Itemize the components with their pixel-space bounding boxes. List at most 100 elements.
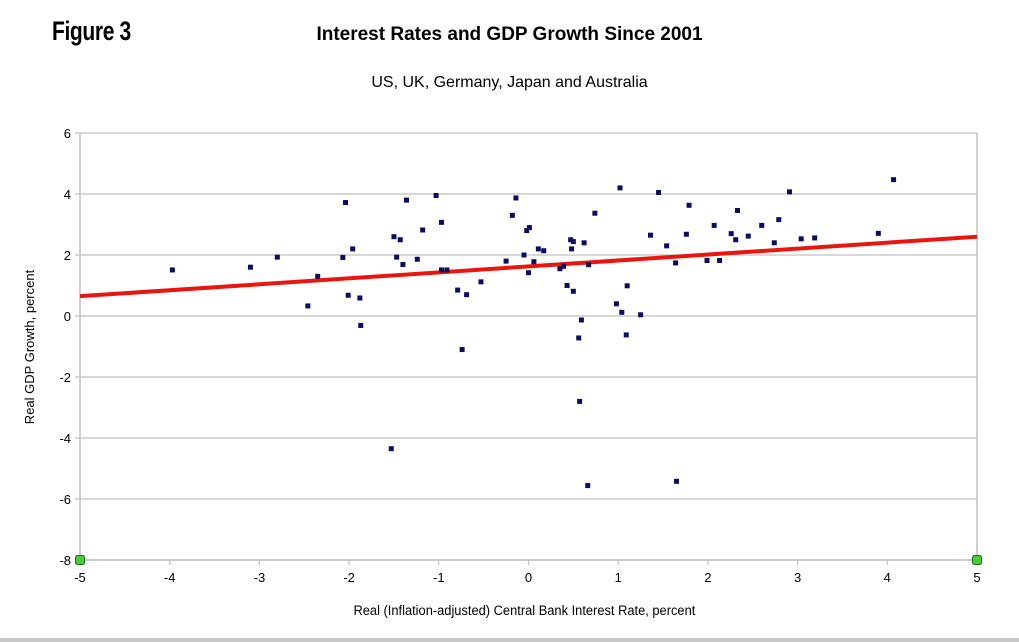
- data-point: [875, 230, 881, 236]
- data-point: [503, 258, 509, 264]
- data-point: [776, 217, 782, 223]
- x-tick-label: 5: [973, 570, 980, 585]
- x-tick-label: -1: [433, 570, 445, 585]
- data-point: [541, 248, 547, 254]
- grid-lines: [75, 132, 977, 561]
- data-point: [623, 332, 629, 338]
- data-point: [315, 273, 321, 279]
- data-point: [891, 177, 897, 183]
- data-point: [557, 266, 563, 272]
- figure-label: Figure 3: [52, 16, 131, 46]
- data-point: [526, 270, 531, 276]
- data-points: [169, 177, 897, 489]
- data-point: [513, 195, 519, 201]
- data-point: [358, 322, 364, 328]
- trendline-layer: [79, 234, 978, 299]
- data-point: [683, 231, 689, 237]
- data-point: [568, 237, 574, 243]
- x-tick-label: 0: [525, 570, 532, 585]
- data-point: [787, 189, 793, 195]
- data-point: [570, 288, 576, 294]
- data-point: [464, 292, 470, 298]
- data-point: [771, 240, 777, 246]
- data-point: [735, 207, 741, 213]
- data-point: [656, 189, 662, 195]
- data-point: [812, 235, 818, 241]
- data-point: [397, 237, 403, 243]
- data-point: [647, 232, 653, 238]
- x-tick-label: 2: [704, 570, 711, 585]
- data-point: [343, 200, 349, 206]
- data-point: [638, 312, 644, 318]
- data-point: [673, 260, 679, 266]
- trendline: [79, 234, 978, 299]
- data-point: [531, 259, 537, 265]
- data-point: [585, 483, 591, 489]
- data-point: [169, 267, 175, 273]
- data-point: [394, 254, 400, 260]
- data-point: [414, 256, 420, 262]
- x-tick-label: -3: [254, 570, 266, 585]
- data-point: [581, 240, 587, 246]
- data-point: [459, 347, 465, 353]
- y-tick-label: -4: [59, 431, 71, 446]
- data-point: [535, 246, 541, 252]
- data-point: [717, 257, 723, 263]
- data-point: [619, 309, 625, 315]
- data-point: [674, 478, 680, 484]
- data-point: [478, 279, 484, 285]
- data-point: [274, 254, 280, 260]
- tick-labels: -8 -6 -4 -2 0 2 4 6 -5 -4 -3 -2 -1 0 1 2 3 4 5: [59, 126, 980, 585]
- data-point: [350, 246, 356, 252]
- data-point: [521, 252, 527, 258]
- y-axis-label: Real GDP Growth, percent: [22, 269, 37, 424]
- x-tick-label: -4: [164, 570, 176, 585]
- data-point: [564, 283, 570, 288]
- y-tick-label: -6: [59, 492, 71, 507]
- data-point: [526, 225, 532, 231]
- data-point: [617, 185, 623, 191]
- data-point: [560, 263, 566, 269]
- x-axis-label: Real (Inflation-adjusted) Central Bank I…: [353, 603, 695, 619]
- data-point: [420, 227, 426, 233]
- data-point: [433, 193, 439, 199]
- data-point: [345, 292, 351, 298]
- data-point: [305, 303, 311, 309]
- data-point: [733, 237, 739, 243]
- data-point: [438, 219, 444, 225]
- y-tick-label: 6: [64, 126, 71, 141]
- chart-title: Interest Rates and GDP Growth Since 2001: [0, 24, 1019, 46]
- data-point: [577, 398, 583, 404]
- window-bottom-edge: [0, 638, 1019, 642]
- chart-subtitle: US, UK, Germany, Japan and Australia: [371, 74, 648, 91]
- data-point: [759, 222, 765, 228]
- y-tick-label: 4: [64, 187, 71, 202]
- data-point: [686, 202, 692, 208]
- x-tick-label: 1: [615, 570, 622, 585]
- data-point: [340, 254, 346, 260]
- data-point: [247, 264, 253, 270]
- endpoint-marker: [75, 555, 85, 565]
- data-point: [576, 335, 582, 341]
- data-point: [704, 257, 710, 263]
- data-point: [728, 231, 734, 237]
- data-point: [745, 233, 751, 239]
- y-tick-label: -2: [59, 370, 71, 385]
- axes: [79, 133, 978, 565]
- x-tick-label: -5: [74, 570, 86, 585]
- data-point: [388, 446, 394, 452]
- data-point: [391, 234, 397, 240]
- chart-title-text: Interest Rates and GDP Growth Since 2001: [316, 24, 703, 45]
- y-tick-label: 0: [64, 309, 71, 324]
- data-point: [624, 283, 630, 289]
- data-point: [524, 228, 530, 234]
- data-point: [569, 246, 575, 252]
- data-point: [438, 267, 444, 273]
- data-point: [509, 212, 515, 218]
- data-point: [586, 262, 592, 268]
- endpoint-markers: [75, 555, 982, 565]
- data-point: [400, 261, 406, 267]
- data-point: [613, 301, 619, 307]
- endpoint-marker: [972, 555, 982, 565]
